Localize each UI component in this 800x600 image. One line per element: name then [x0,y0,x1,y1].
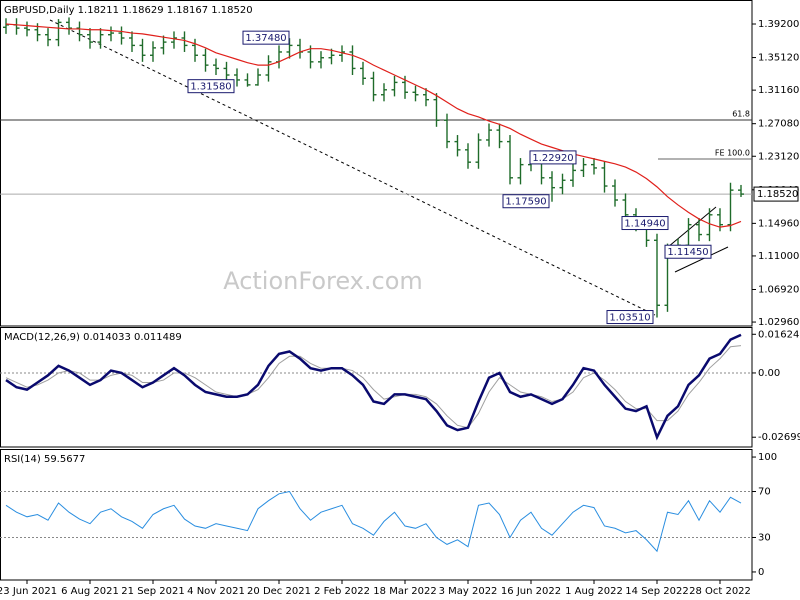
y-tick-label: 0 [758,567,764,578]
y-tick-label: 0.00 [758,368,780,379]
macd-panel [0,327,753,448]
x-tick-label: 18 Mar 2022 [373,586,436,597]
annotation-label: 1.03510 [609,313,650,324]
x-tick-label: 21 Sep 2021 [121,586,184,597]
annotation-box [502,194,550,209]
x-tick-label: 2 Feb 2022 [314,586,370,597]
panel-title: MACD(12,26,9) 0.014033 0.011489 [4,332,182,343]
last-price-label: 1.18520 [757,189,798,200]
annotation-label: 1.31580 [190,82,231,93]
x-tick-label: 23 Jun 2021 [0,586,57,597]
line [5,333,742,441]
x-tick-label: 6 Aug 2021 [61,586,119,597]
trend-line [49,19,656,316]
triangle-line [674,246,729,273]
watermark: ActionForex.com [223,267,423,295]
price-panel [0,0,753,327]
y-tick-label: 1.35120 [758,53,799,64]
y-tick-label: 0.016242 [758,329,800,340]
x-tick-label: 16 Jun 2022 [501,586,561,597]
y-tick-label: 1.39200 [758,19,799,30]
panel-title: RSI(14) 59.5677 [4,454,85,465]
level-label: FE 100.0 [715,149,750,158]
y-tick-label: 1.31160 [758,85,799,96]
y-tick-label: 1.06920 [758,284,799,295]
y-tick-label: 1.14960 [758,218,799,229]
y-tick-label: 1.23120 [758,151,799,162]
panel-title: GBPUSD,Daily 1.18211 1.18629 1.18167 1.1… [4,5,253,16]
annotation-label: 1.37480 [245,33,286,44]
y-tick-label: 70 [758,487,771,498]
line [5,490,742,553]
annotation-label: 1.17590 [505,197,546,208]
y-tick-label: 1.27080 [758,119,799,130]
triangle-line [667,206,717,248]
annotation-box [606,310,654,325]
y-tick-label: 30 [758,532,771,543]
last-price-box [753,186,799,202]
x-tick-label: 20 Dec 2021 [247,586,311,597]
y-tick-label: 1.02960 [758,317,799,328]
level-label: 61.8 [732,109,750,118]
annotation-box [529,150,577,165]
rsi-panel [0,449,753,581]
x-tick-label: 1 Aug 2022 [565,586,623,597]
y-tick-label: -0.026994 [758,432,800,443]
y-tick-label: 100 [758,452,777,463]
annotation-label: 1.14940 [624,219,665,230]
x-tick-label: 14 Sep 2022 [625,586,688,597]
annotation-box [621,216,669,231]
annotation-box [187,79,235,94]
x-tick-label: 4 Nov 2021 [187,586,245,597]
annotation-box [242,30,290,45]
line [5,345,742,429]
line [5,23,742,228]
y-tick-label: 1.11000 [758,251,799,262]
annotation-box [664,244,712,259]
x-tick-label: 3 May 2022 [439,586,498,597]
annotation-label: 1.22920 [532,153,573,164]
annotation-label: 1.11450 [667,247,708,258]
x-tick-label: 28 Oct 2022 [689,586,751,597]
